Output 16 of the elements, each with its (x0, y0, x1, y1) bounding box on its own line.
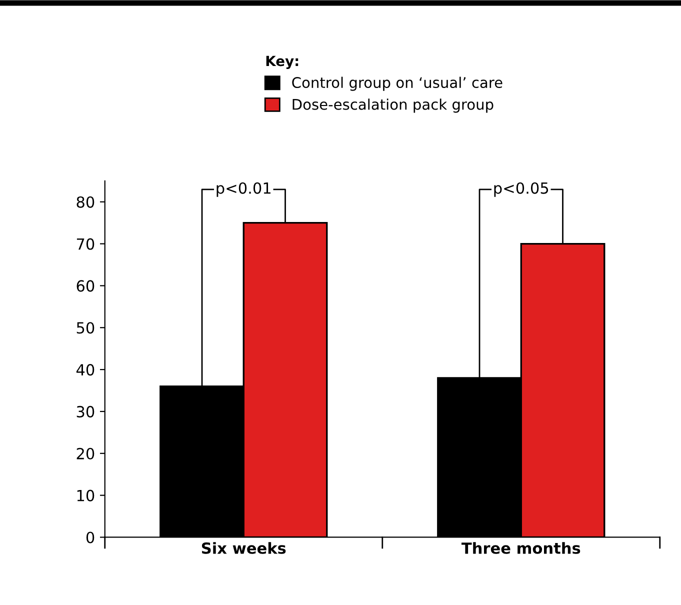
y-tick-label: 50 (76, 322, 94, 334)
y-tick-label: 20 (76, 448, 94, 460)
legend-label: Dose-escalation pack group (292, 98, 494, 113)
x-tick-label: Six weeks (202, 542, 286, 554)
y-tick-label: 0 (86, 532, 94, 544)
annotation: p<0.05 (494, 182, 548, 197)
y-tick-label: 70 (76, 238, 94, 250)
y-tick-label: 40 (76, 364, 94, 376)
y-tick-label: 30 (76, 406, 94, 418)
y-tick-label: 60 (76, 280, 94, 292)
y-tick-label: 80 (76, 196, 94, 208)
legend-label: Control group on ‘usual’ care (292, 76, 502, 91)
x-tick-label: Three months (461, 542, 580, 554)
y-tick-label: 10 (77, 490, 94, 502)
annotation: p<0.01 (216, 182, 270, 197)
legend-title: Key: (266, 56, 298, 70)
